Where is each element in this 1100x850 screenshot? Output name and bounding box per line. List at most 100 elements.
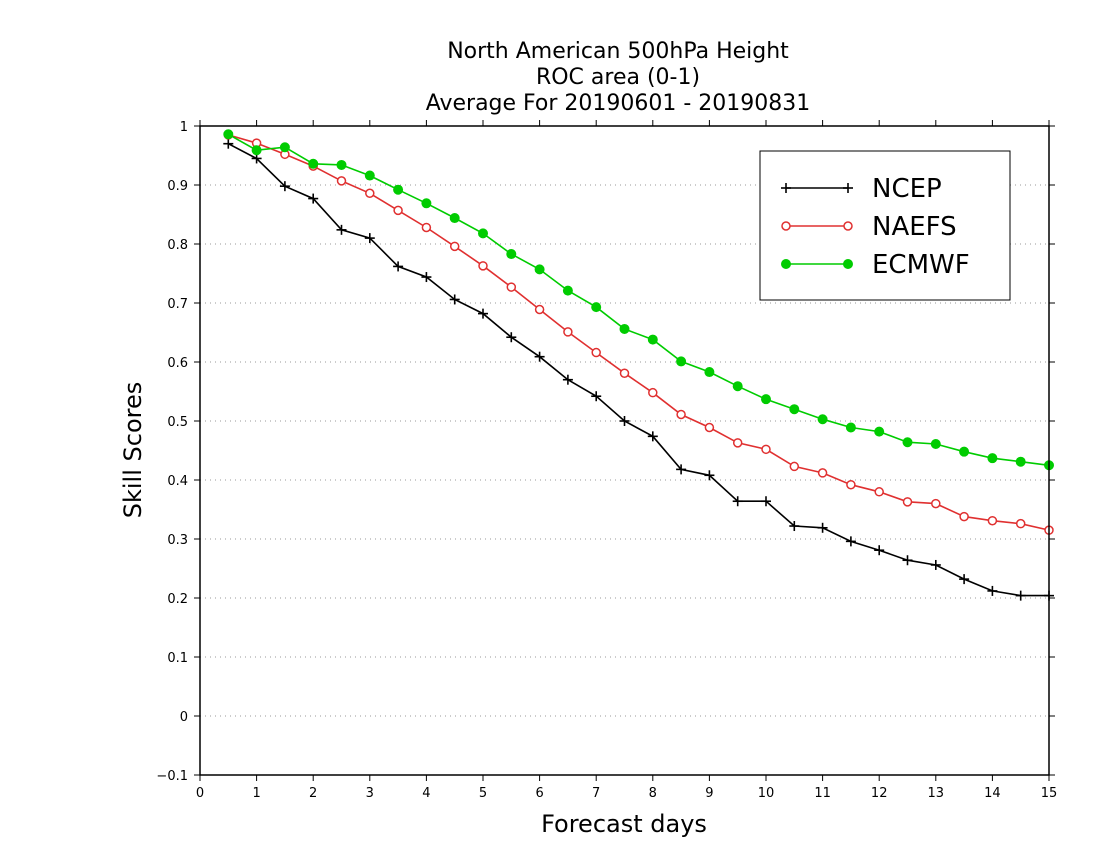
plot-frame [199,125,1050,776]
x-tick-label: 10 [758,786,775,801]
data-point [308,158,319,169]
data-point [563,327,573,337]
data-point [449,213,460,224]
y-tick-label: 0.6 [167,356,188,371]
data-point [364,233,375,244]
data-point [676,409,686,420]
data-point [478,228,488,239]
data-point [874,487,884,497]
data-point [279,181,290,192]
data-point [817,468,828,478]
data-point [902,437,913,448]
x-tick-label: 9 [705,786,713,801]
y-tick-label: 0.1 [167,651,188,666]
x-tick-label: 2 [309,786,317,801]
data-point [534,351,545,362]
series-ecmwf [223,129,1054,471]
data-point [931,498,941,509]
data-point [732,496,743,507]
data-point [1015,456,1026,467]
data-point [562,374,573,385]
x-axis-label: Forecast days [541,810,707,838]
data-point [874,426,885,437]
data-point [676,464,687,475]
data-point [421,222,432,233]
data-point [223,138,234,149]
data-point [364,170,375,181]
legend-marker [843,183,853,193]
series-layer [223,129,1054,601]
x-tick-label: 8 [649,786,657,801]
data-point [336,224,347,235]
data-point [789,404,800,415]
x-tick-label: 7 [592,786,600,801]
data-point [421,272,432,283]
chart-title-line-2: ROC area (0-1) [536,65,700,90]
legend-label: NAEFS [872,212,957,242]
x-tick-label: 11 [814,786,831,801]
x-tick-label: 15 [1041,786,1058,801]
series-ncep [223,138,1054,601]
y-tick-label: 0.2 [167,592,188,607]
y-tick-label: 1 [180,120,188,135]
data-point [1015,518,1026,529]
data-point [506,332,517,343]
data-point [591,391,602,402]
data-point [534,304,545,315]
data-point [761,444,771,455]
data-point [959,446,970,457]
y-tick-label: 0.4 [167,474,188,489]
data-point [562,285,573,296]
data-point [619,323,630,334]
data-point [393,184,404,195]
data-point [930,439,941,450]
data-point [987,585,998,596]
data-point [534,264,545,275]
data-point [874,545,885,556]
data-point [732,438,743,448]
legend-item-naefs: NAEFS [781,212,957,242]
data-point [647,334,658,345]
y-tick-label: 0.5 [167,415,188,430]
data-point [591,302,602,313]
legend-marker [843,259,853,269]
data-point [845,422,856,433]
data-point [761,394,771,405]
data-point [902,497,913,507]
data-point [732,381,743,392]
data-point [817,522,828,533]
data-point [506,282,517,292]
data-point [902,555,913,566]
legend-marker [781,183,791,193]
data-point [365,188,375,199]
data-point [591,347,601,358]
y-axis-label: Skill Scores [119,382,147,519]
y-tick-label: 0.3 [167,533,188,548]
legend-item-ecmwf: ECMWF [781,250,970,280]
legend-marker [781,259,791,269]
data-point [648,387,658,398]
data-point [789,521,800,532]
axis-ticks: −0.100.10.20.30.40.50.60.70.80.910 1 2 3 4 5 6… [156,120,1057,801]
data-point [421,198,432,209]
data-point [393,205,403,216]
x-tick-label: 3 [366,786,374,801]
data-point [251,145,262,156]
data-point [393,261,404,272]
data-point [987,453,998,464]
x-tick-label: 5 [479,786,487,801]
data-point [449,294,460,305]
data-point [987,515,998,526]
data-point [959,511,969,522]
x-tick-label: 6 [535,786,543,801]
x-tick-label: 1 [252,786,260,801]
data-point [845,536,856,547]
data-point [619,368,630,378]
legend-label: ECMWF [872,250,970,280]
data-point [704,422,715,433]
y-tick-label: 0.8 [167,238,188,253]
data-point [930,559,941,570]
y-tick-label: −0.1 [156,769,188,784]
data-point [506,249,517,260]
